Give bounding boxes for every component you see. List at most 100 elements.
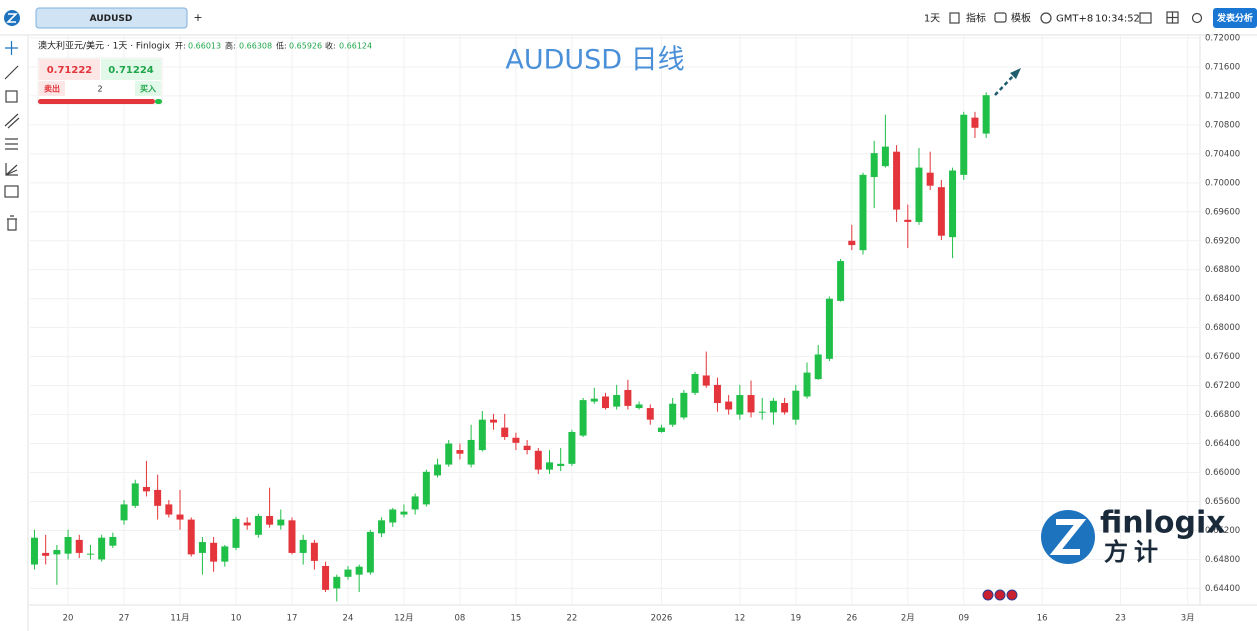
y-tick-label: 0.64400 [1205, 584, 1240, 594]
y-tick-label: 0.70800 [1205, 120, 1240, 130]
candle-body [848, 240, 856, 246]
candle-body [109, 536, 117, 546]
candle-body [926, 172, 934, 186]
x-tick-label: 20 [63, 614, 74, 624]
templates[interactable]: 模板 [1011, 12, 1031, 25]
candle-body [769, 400, 777, 413]
candle-body [859, 174, 867, 251]
line-tool[interactable] [4, 65, 19, 80]
candle-body [75, 539, 83, 553]
candle-body [557, 463, 565, 467]
ohlc-legend: 澳大利亚元/美元 · 1天 · Finlogix 开: 0.66013 高: 0… [38, 40, 372, 52]
x-tick-label: 3月 [1181, 614, 1195, 624]
candle-body [142, 487, 150, 492]
candle-body [210, 542, 218, 562]
sell-price: 0.71222 [47, 65, 93, 76]
candle-body [523, 445, 531, 451]
candle-body [534, 450, 542, 470]
candle-body [344, 569, 352, 577]
top-bar: AUDUSD + 1天 指标 模板 GMT+8 10:34:52 发表分析 [0, 0, 1257, 36]
trend-arrow-head [1010, 68, 1021, 79]
us-flag[interactable] [1006, 589, 1018, 601]
channel-tool[interactable] [4, 113, 20, 129]
us-flag[interactable] [994, 589, 1006, 601]
settings-icon[interactable] [1191, 12, 1203, 24]
candle-body [758, 411, 766, 413]
candle-body [949, 170, 957, 238]
candle-body [42, 552, 50, 556]
candle-body [266, 515, 274, 525]
legend-low: 0.65926 [289, 42, 322, 51]
y-tick-label: 0.67600 [1205, 352, 1240, 362]
candle-body [333, 576, 341, 589]
candle-body [915, 167, 923, 222]
candle-body [691, 374, 699, 393]
add-tab[interactable]: + [193, 11, 202, 24]
sell-price-box[interactable] [39, 59, 100, 80]
legend-close: 0.66124 [339, 42, 372, 51]
x-tick-label: 22 [566, 614, 577, 624]
candle-body [725, 401, 733, 410]
legend-high-label: 高: [225, 41, 236, 51]
y-tick-label: 0.71600 [1205, 62, 1240, 72]
candle-body [120, 504, 128, 521]
candle-body [803, 372, 811, 397]
crosshair-tool[interactable] [5, 41, 18, 55]
timezone[interactable]: GMT+8 [1056, 14, 1093, 25]
candle-body [310, 542, 318, 561]
watermark: finlogix 方计 [1041, 506, 1226, 566]
interval[interactable]: 1天 [924, 14, 940, 25]
legend-open-label: 开: [175, 42, 186, 51]
candle-body [590, 398, 598, 402]
y-tick-label: 0.64800 [1205, 555, 1240, 565]
candle-body [411, 496, 419, 510]
candle-body [512, 437, 520, 443]
candle-body [467, 439, 475, 465]
candle-body [176, 514, 184, 520]
sentiment-sell [38, 99, 155, 104]
y-tick-label: 0.69200 [1205, 236, 1240, 246]
indicators[interactable]: 指标 [966, 12, 986, 25]
indicators-icon [949, 12, 960, 24]
buy-button[interactable] [135, 81, 161, 96]
x-tick-label: 12月 [394, 614, 413, 624]
candle-body [154, 489, 162, 506]
candle-body [277, 519, 285, 526]
text-tool[interactable] [4, 185, 19, 198]
grid: 0.72000 0.71600 0.71200 0.70800 0.70400 0.700… [30, 33, 1240, 624]
candle-body [881, 146, 889, 167]
delete-tool[interactable] [7, 215, 17, 231]
candle-body [366, 531, 374, 573]
quantity[interactable]: 2 [97, 85, 102, 94]
candle-body [971, 117, 979, 128]
gann-tool[interactable] [5, 163, 18, 176]
legend-high: 0.66308 [239, 42, 272, 51]
candle-body [30, 537, 38, 565]
x-tick-label: 2026 [651, 614, 673, 624]
symbol-tab[interactable] [35, 7, 188, 29]
sell-button[interactable] [39, 81, 65, 96]
candle-body [389, 509, 397, 523]
us-flag[interactable] [982, 589, 994, 601]
buy-price-box[interactable] [101, 59, 161, 80]
candle-body [456, 450, 464, 454]
x-tick-label: 17 [287, 614, 298, 624]
screenshot-icon[interactable] [1139, 12, 1152, 24]
candle-body [64, 536, 72, 554]
publish-label: 发表分析 [1216, 12, 1253, 24]
y-tick-label: 0.72000 [1205, 33, 1240, 43]
candle-body [669, 403, 677, 425]
rect-tool[interactable] [5, 90, 18, 103]
publish-button[interactable] [1213, 8, 1257, 28]
candle-body [355, 566, 363, 575]
candle-body [445, 443, 453, 465]
candle-body [165, 504, 173, 515]
y-tick-label: 0.68000 [1205, 323, 1240, 333]
timezone-icon [1040, 12, 1052, 24]
candle-body [478, 419, 486, 451]
candle-body [601, 396, 609, 409]
candle-body [131, 483, 139, 506]
watermark-name: finlogix [1100, 506, 1226, 541]
fib-tool[interactable] [5, 138, 18, 150]
clock: 10:34:52 [1095, 14, 1140, 25]
